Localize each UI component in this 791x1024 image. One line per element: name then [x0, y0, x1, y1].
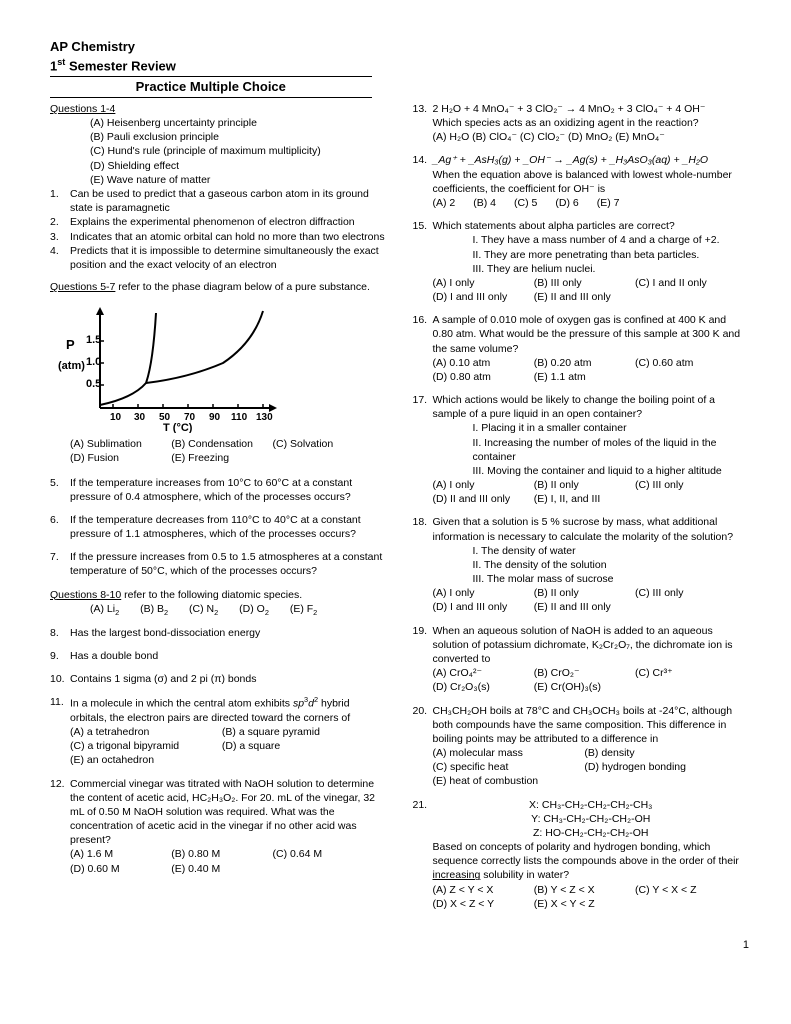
q5: 5.If the temperature increases from 10°C…	[50, 476, 387, 504]
q1-4-opt: (C) Hund's rule (principle of maximum mu…	[50, 144, 387, 158]
svg-text:(atm): (atm)	[58, 360, 85, 372]
q9: 9.Has a double bond	[50, 649, 387, 663]
q18: 18. Given that a solution is 5 % sucrose…	[413, 515, 750, 614]
q4: 4.Predicts that it is impossible to dete…	[50, 244, 387, 272]
doc-subtitle: 1st Semester Review	[50, 56, 749, 75]
left-column: Questions 1-4 (A) Heisenberg uncertainty…	[50, 102, 387, 920]
q2: 2.Explains the experimental phenomenon o…	[50, 215, 387, 229]
q6: 6.If the temperature decreases from 110°…	[50, 513, 387, 541]
section-header: Practice Multiple Choice	[50, 76, 372, 98]
svg-text:130: 130	[256, 412, 273, 423]
q8-10-header: Questions 8-10 refer to the following di…	[50, 588, 387, 602]
right-column: 13. 2 H₂O + 4 MnO₄⁻ + 3 ClO₂⁻ → 4 MnO₂ +…	[413, 102, 750, 920]
q10: 10.Contains 1 sigma (σ) and 2 pi (π) bon…	[50, 672, 387, 686]
doc-title: AP Chemistry	[50, 38, 749, 56]
q15: 15. Which statements about alpha particl…	[413, 219, 750, 304]
q1-4-opt: (B) Pauli exclusion principle	[50, 130, 387, 144]
q11: 11. In a molecule in which the central a…	[50, 695, 387, 767]
svg-text:30: 30	[134, 412, 146, 423]
q20: 20. CH₃CH₂OH boils at 78°C and CH₃OCH₃ b…	[413, 704, 750, 789]
q1: 1.Can be used to predict that a gaseous …	[50, 187, 387, 215]
q8: 8.Has the largest bond-dissociation ener…	[50, 626, 387, 640]
q1-4-opt: (D) Shielding effect	[50, 159, 387, 173]
q7: 7.If the pressure increases from 0.5 to …	[50, 550, 387, 578]
svg-text:110: 110	[231, 412, 248, 423]
q14: 14. _Ag⁺ + _AsH₃(g) + _OH⁻ → _Ag(s) + _H…	[413, 153, 750, 210]
q1-4-opt: (A) Heisenberg uncertainty principle	[50, 116, 387, 130]
content-columns: Questions 1-4 (A) Heisenberg uncertainty…	[50, 102, 749, 920]
q3: 3.Indicates that an atomic orbital can h…	[50, 230, 387, 244]
q13: 13. 2 H₂O + 4 MnO₄⁻ + 3 ClO₂⁻ → 4 MnO₂ +…	[413, 102, 750, 145]
svg-text:P: P	[66, 337, 75, 352]
q16: 16. A sample of 0.010 mole of oxygen gas…	[413, 313, 750, 384]
q17: 17. Which actions would be likely to cha…	[413, 393, 750, 506]
q8-10-opts: (A) Li2 (B) B2 (C) N2 (D) O2 (E) F2	[50, 602, 387, 618]
page-number: 1	[50, 938, 749, 953]
svg-text:10: 10	[110, 412, 122, 423]
q1-4-opt: (E) Wave nature of matter	[50, 173, 387, 187]
q12: 12. Commercial vinegar was titrated with…	[50, 777, 387, 876]
q19: 19. When an aqueous solution of NaOH is …	[413, 624, 750, 695]
q21: 21. X: CH₃-CH₂-CH₂-CH₂-CH₃ Y: CH₃-CH₂-CH…	[413, 798, 750, 911]
svg-text:T (°C): T (°C)	[163, 422, 193, 433]
q5-7-opts: (A) Sublimation(B) Condensation(C) Solva…	[50, 437, 387, 465]
phase-diagram: P (atm) 1.5 1.0 0.5 10 30 50 70 90 110	[58, 303, 288, 433]
svg-text:90: 90	[209, 412, 221, 423]
q1-4-header: Questions 1-4	[50, 102, 387, 116]
q5-7-header: Questions 5-7 refer to the phase diagram…	[50, 280, 387, 294]
